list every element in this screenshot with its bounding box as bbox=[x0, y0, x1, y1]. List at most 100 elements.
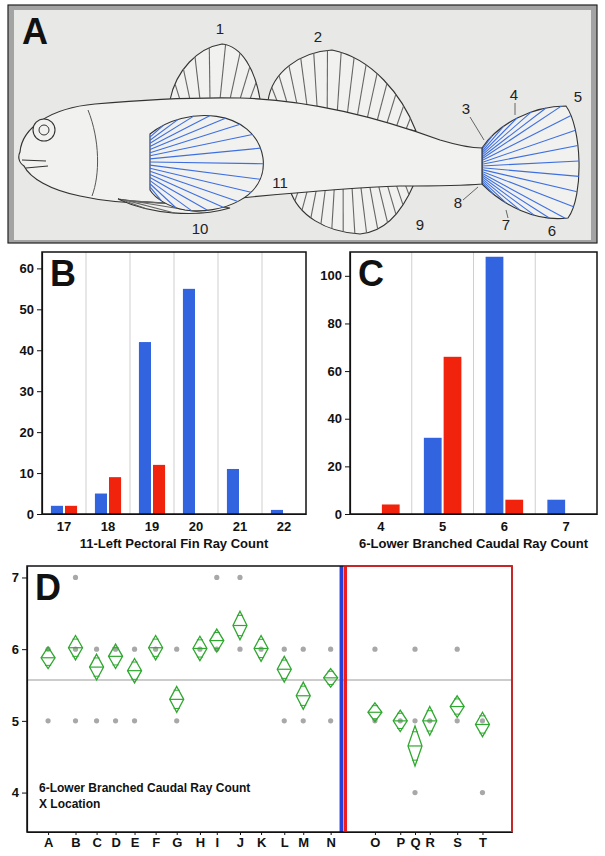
marks bbox=[27, 566, 512, 832]
bars bbox=[51, 289, 283, 514]
part-label: 11 bbox=[272, 174, 288, 191]
tick-label: R bbox=[426, 835, 436, 850]
axis-line bbox=[350, 253, 351, 515]
bar bbox=[109, 477, 121, 514]
category-separator bbox=[473, 252, 474, 514]
overlap-mark bbox=[397, 728, 403, 729]
data-point bbox=[237, 647, 242, 652]
annotation: 6-Lower Branched Caudal Ray Count bbox=[39, 781, 250, 795]
overlap-mark bbox=[153, 639, 159, 640]
paper bbox=[14, 10, 591, 240]
part-label: 7 bbox=[502, 216, 510, 233]
anal-fin-ray bbox=[321, 188, 325, 224]
part-label: 8 bbox=[454, 194, 462, 211]
mean-diamond bbox=[170, 686, 184, 712]
tick-mark bbox=[37, 309, 42, 310]
second-dorsal-fin-ray bbox=[327, 50, 328, 113]
axis-line bbox=[27, 567, 28, 833]
tick-mark bbox=[345, 466, 350, 467]
caudal-fin bbox=[482, 106, 579, 219]
first-dorsal-fin-ray bbox=[183, 69, 190, 100]
mean-line bbox=[90, 666, 104, 667]
part-label: 6 bbox=[548, 222, 556, 239]
overlap-mark bbox=[113, 647, 119, 648]
mean-line bbox=[210, 640, 224, 641]
tick: Q bbox=[410, 832, 420, 850]
second-dorsal-fin-ray bbox=[289, 66, 298, 107]
first-dorsal-fin bbox=[170, 44, 260, 100]
part-label: 2 bbox=[314, 28, 322, 45]
overlap-mark bbox=[72, 639, 78, 640]
bar bbox=[505, 500, 523, 514]
tick-label: 0 bbox=[27, 507, 34, 522]
data-point bbox=[412, 718, 417, 723]
tick: H bbox=[196, 832, 205, 850]
tick-label: F bbox=[152, 835, 160, 850]
tick-label: 10 bbox=[20, 466, 34, 481]
tick: J bbox=[237, 832, 244, 850]
overlap-mark bbox=[412, 760, 418, 761]
part-label: 10 bbox=[192, 220, 209, 237]
tick: 5 bbox=[12, 714, 27, 729]
divider-line bbox=[340, 566, 344, 832]
bar-panel: 010203040506017181920212211-Left Pectora… bbox=[20, 252, 307, 551]
tick-mark bbox=[37, 268, 42, 269]
plot-frame bbox=[350, 252, 597, 514]
tick-label: 21 bbox=[233, 519, 247, 534]
tick: T bbox=[479, 832, 487, 850]
figure: 1234567891011A01020304050601718192021221… bbox=[0, 0, 605, 856]
tick-mark bbox=[37, 473, 42, 474]
overlap-mark bbox=[174, 690, 180, 691]
tick-label: O bbox=[370, 835, 380, 850]
overlap-mark bbox=[372, 705, 378, 706]
gill bbox=[88, 110, 98, 196]
category-separator bbox=[535, 252, 536, 514]
tick: 5 bbox=[439, 519, 446, 534]
tick-label: 5 bbox=[12, 714, 19, 729]
tick: 60 bbox=[20, 261, 42, 276]
diamond-panel: 4567ABCDEFGHIJKLMNOPQRST6-Lower Branched… bbox=[12, 566, 513, 850]
data-point bbox=[282, 718, 287, 723]
data-point bbox=[214, 575, 219, 580]
tick: 21 bbox=[233, 519, 247, 534]
caudal-fin-ray bbox=[482, 161, 579, 166]
tick-mark bbox=[37, 432, 42, 433]
pupil bbox=[39, 125, 49, 135]
leader-line bbox=[515, 103, 516, 115]
pectoral-fin-ray bbox=[150, 116, 194, 143]
category-separator bbox=[130, 252, 131, 514]
overlap-mark bbox=[454, 698, 460, 699]
second-dorsal-fin-ray bbox=[357, 65, 366, 119]
x-axis: ABCDEFGHIJKLMNOPQRST bbox=[28, 832, 513, 850]
panel-letter: B bbox=[50, 253, 76, 294]
data-point bbox=[372, 647, 377, 652]
mean-diamond bbox=[233, 611, 247, 640]
mean-line bbox=[450, 706, 464, 707]
bar bbox=[183, 289, 195, 514]
anal-fin-ray bbox=[343, 187, 344, 231]
overlap-mark bbox=[328, 684, 334, 685]
plot-background bbox=[350, 252, 597, 514]
tick: P bbox=[396, 832, 405, 850]
data-point bbox=[113, 718, 118, 723]
overlap-mark bbox=[300, 705, 306, 706]
mean-diamond bbox=[90, 654, 104, 680]
mouth bbox=[22, 160, 48, 168]
axis-line bbox=[351, 514, 598, 515]
mean-line bbox=[393, 720, 407, 721]
overlap-mark bbox=[113, 664, 119, 665]
axis-line bbox=[28, 832, 513, 833]
tick-label: 5 bbox=[439, 519, 446, 534]
overlap-mark bbox=[427, 731, 433, 732]
plot-background bbox=[42, 252, 306, 514]
tick: S bbox=[453, 832, 462, 850]
mean-line bbox=[149, 647, 163, 648]
second-dorsal-fin-ray bbox=[406, 118, 410, 129]
second-dorsal-fin-ray bbox=[367, 74, 377, 121]
overlap-mark bbox=[237, 635, 243, 636]
x-axis: 171819202122 bbox=[43, 515, 307, 535]
tick-label: Q bbox=[410, 835, 420, 850]
first-dorsal-fin-ray bbox=[195, 57, 200, 100]
pectoral-fin-ray bbox=[150, 178, 207, 211]
bar bbox=[424, 438, 442, 514]
